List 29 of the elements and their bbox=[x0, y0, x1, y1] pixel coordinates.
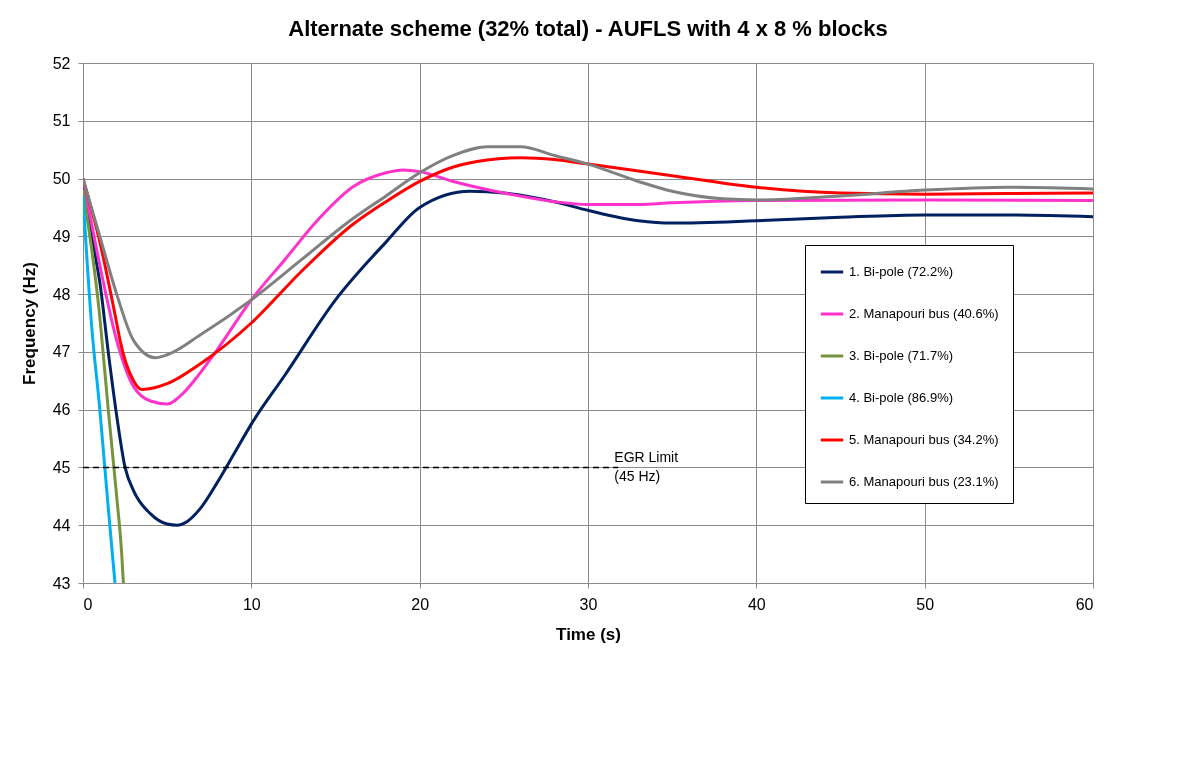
x-tick-label: 10 bbox=[242, 595, 261, 613]
y-tick-label: 47 bbox=[52, 343, 71, 361]
x-tick-label: 60 bbox=[1075, 595, 1094, 613]
ref-line-label: EGR Limit (45 Hz) bbox=[614, 449, 679, 485]
chart-title: Alternate scheme (32% total) - AUFLS with 4 x 8 % blocks bbox=[288, 16, 888, 41]
line-series bbox=[83, 188, 125, 583]
y-tick-label: 43 bbox=[52, 574, 71, 592]
y-tick-label: 49 bbox=[52, 227, 71, 245]
legend-label: 5. Manapouri bus (34.2%) bbox=[849, 432, 999, 447]
y-tick-label: 46 bbox=[52, 401, 71, 419]
line-series bbox=[83, 194, 117, 583]
y-tick-label: 51 bbox=[52, 112, 71, 130]
y-tick-label: 48 bbox=[52, 285, 71, 303]
y-tick-label: 45 bbox=[52, 458, 71, 476]
x-axis-title: Time (s) bbox=[556, 624, 621, 644]
x-tick-label: 20 bbox=[411, 595, 430, 613]
legend-label: 3. Bi-pole (71.7%) bbox=[849, 348, 954, 363]
legend-label: 4. Bi-pole (86.9%) bbox=[849, 390, 954, 405]
legend-label: 6. Manapouri bus (23.1%) bbox=[849, 474, 999, 489]
y-tick-label: 44 bbox=[52, 516, 71, 534]
x-tick-label: 0 bbox=[83, 595, 93, 613]
y-axis-title: Frequency (Hz) bbox=[19, 262, 39, 385]
x-tick-label: 50 bbox=[916, 595, 935, 613]
y-tick-label: 52 bbox=[52, 54, 71, 72]
x-tick-label: 40 bbox=[747, 595, 766, 613]
legend-label: 1. Bi-pole (72.2%) bbox=[849, 264, 954, 279]
y-tick-label: 50 bbox=[52, 170, 71, 188]
x-tick-label: 30 bbox=[579, 595, 598, 613]
legend-label: 2. Manapouri bus (40.6%) bbox=[849, 306, 999, 321]
